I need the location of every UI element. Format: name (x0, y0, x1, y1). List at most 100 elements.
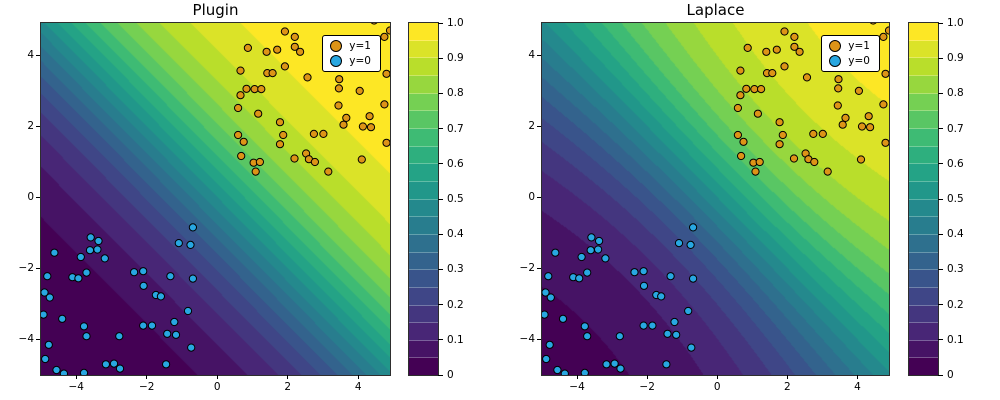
colorbar-band (409, 270, 438, 288)
scatter-point-y0 (663, 329, 672, 338)
colorbar-band (409, 58, 438, 76)
colorbar-band (409, 358, 438, 376)
colorbar-band (409, 252, 438, 271)
scatter-point-y0 (662, 360, 671, 369)
scatter-point-y1 (733, 130, 742, 140)
scatter-point-y0 (580, 322, 589, 331)
scatter-point-y0 (595, 236, 604, 246)
scatter-point-y1 (879, 32, 888, 41)
scatter-point-y0 (44, 340, 53, 349)
colorbar-tick-mark (938, 163, 943, 165)
scatter-point-y0 (639, 321, 648, 330)
scatter-point-y0 (684, 306, 693, 316)
scatter-point-y1 (772, 45, 781, 54)
scatter-point-y1 (234, 103, 243, 113)
colorbar-band (909, 111, 938, 129)
scatter-point-y1 (257, 85, 266, 94)
scatter-point-y0 (583, 332, 592, 341)
x-tick-mark (216, 375, 218, 379)
x-tick-label: 4 (854, 381, 861, 393)
scatter-layer-plugin (41, 23, 390, 375)
colorbar-tick-mark (938, 339, 943, 341)
scatter-point-y0 (639, 281, 649, 290)
colorbar-band (409, 287, 438, 306)
colorbar-band (909, 270, 938, 288)
scatter-point-y0 (139, 281, 148, 290)
colorbar-tick-mark (438, 57, 443, 59)
y-tick-label: −4 (18, 333, 34, 346)
scatter-point-y0 (43, 272, 52, 281)
y-tick-mark (537, 125, 541, 127)
scatter-point-y0 (115, 364, 125, 373)
scatter-point-y0 (79, 322, 89, 331)
scatter-point-y0 (657, 292, 666, 301)
scatter-point-y1 (250, 85, 259, 94)
legend: y=1 y=0 (322, 35, 381, 72)
y-tick-label: 2 (528, 120, 535, 133)
colorbar-band (409, 181, 438, 200)
legend-item-y0: y=0 (330, 55, 371, 67)
y-tick-label: −2 (18, 262, 34, 275)
colorbar-tick-mark (438, 22, 443, 24)
scatter-point-y0 (171, 330, 181, 339)
scatter-point-y0 (601, 254, 610, 263)
x-tick-mark (576, 375, 578, 379)
x-tick-mark (287, 375, 289, 379)
scatter-point-y1 (739, 137, 748, 146)
colorbar-tick-mark (438, 374, 443, 376)
scatter-point-y0 (166, 272, 175, 281)
scatter-point-y0 (610, 359, 619, 368)
colorbar-tick-label: 0.1 (947, 333, 964, 346)
scatter-point-y0 (560, 369, 569, 375)
colorbar-tick-mark (438, 233, 443, 235)
scatter-point-y0 (59, 369, 68, 375)
legend-label-y1: y=1 (349, 40, 371, 52)
colorbar-tick-label: 0.5 (447, 193, 464, 205)
scatter-point-y1 (736, 91, 745, 100)
scatter-point-y1 (856, 155, 866, 164)
x-tick-label: 0 (213, 381, 221, 393)
scatter-point-y0 (186, 240, 195, 249)
scatter-point-y1 (780, 62, 789, 71)
scatter-point-y0 (594, 245, 603, 254)
scatter-point-y0 (546, 293, 555, 302)
scatter-point-y1 (290, 154, 299, 163)
scatter-point-y0 (76, 252, 85, 262)
x-tick-label: −4 (68, 381, 84, 393)
scatter-point-y1 (275, 140, 285, 149)
scatter-point-y1 (841, 113, 850, 123)
scatter-point-y1 (296, 47, 305, 56)
colorbar-band (409, 217, 438, 235)
legend: y=1 y=0 (821, 35, 880, 72)
y-tick-label: 4 (528, 49, 535, 61)
scatter-point-y1 (290, 32, 299, 41)
colorbar-band (909, 164, 938, 182)
x-tick-label: 4 (354, 381, 362, 393)
scatter-point-y0 (82, 332, 91, 341)
scatter-point-y0 (52, 365, 61, 375)
colorbar-band (909, 217, 938, 235)
scatter-point-y1 (790, 42, 799, 51)
scatter-point-y1 (818, 129, 827, 139)
scatter-point-y1 (279, 130, 288, 140)
scatter-point-y1 (280, 27, 289, 36)
scatter-point-y1 (262, 47, 271, 56)
scatter-point-y1 (280, 62, 289, 71)
scatter-point-y0 (101, 360, 111, 369)
colorbar-band (409, 111, 438, 129)
scatter-point-y0 (630, 268, 639, 277)
colorbar-band (409, 93, 438, 112)
scatter-point-y1 (239, 137, 248, 146)
x-tick-mark (357, 375, 359, 379)
scatter-point-y0 (674, 239, 684, 248)
colorbar-tick-label: 0.8 (947, 87, 964, 100)
colorbar-tick-mark (938, 374, 943, 376)
colorbar-band (909, 323, 938, 341)
scatter-point-y0 (580, 368, 589, 375)
colorbar-tick-mark (438, 268, 443, 270)
scatter-point-y1 (365, 112, 374, 121)
y-tick-label: 4 (27, 49, 34, 61)
colorbar-tick-mark (938, 22, 943, 24)
scatter-point-y0 (109, 359, 119, 368)
